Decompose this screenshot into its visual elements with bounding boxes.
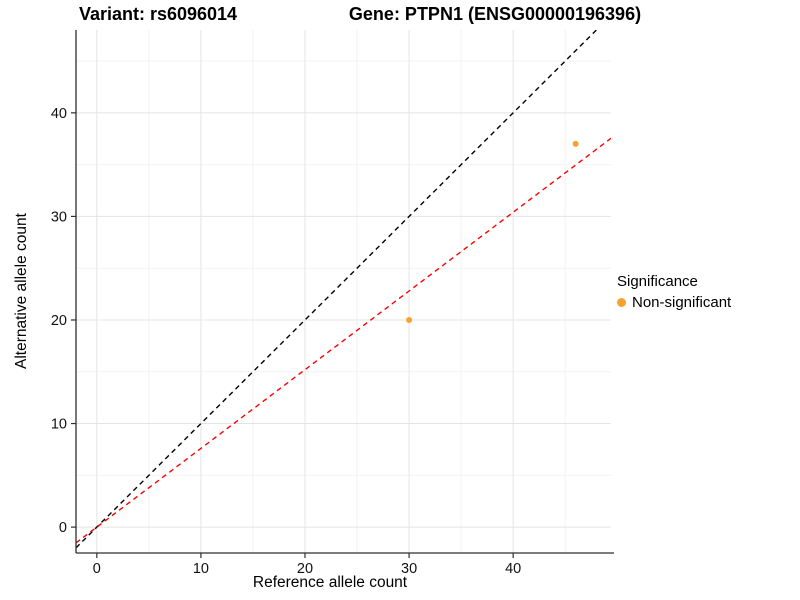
x-axis-label: Reference allele count xyxy=(252,574,408,591)
legend-item-non-significant: Non-significant xyxy=(617,294,731,311)
legend-point-icon xyxy=(617,298,626,307)
y-axis-label: Alternative allele count xyxy=(13,213,30,369)
data-point xyxy=(406,316,413,323)
x-tick-label: 20 xyxy=(297,561,313,577)
x-tick-label: 0 xyxy=(93,561,101,577)
legend-title: Significance xyxy=(617,273,698,290)
x-tick-label: 10 xyxy=(193,561,209,577)
legend-item-label: Non-significant xyxy=(632,294,732,311)
legend: Significance Non-significant xyxy=(617,273,731,311)
data-point xyxy=(572,140,579,147)
y-tick-label: 0 xyxy=(59,520,67,536)
y-tick-label: 40 xyxy=(51,106,67,122)
y-tick-label: 20 xyxy=(51,313,67,329)
allelic-ratio-line xyxy=(76,137,611,544)
plot-title-variant: Variant: rs6096014 xyxy=(78,4,238,24)
y-tick-label: 10 xyxy=(51,417,67,433)
x-tick-label: 40 xyxy=(505,561,521,577)
x-tick-label: 30 xyxy=(401,561,417,577)
y-tick-label: 30 xyxy=(51,209,67,225)
plot-title-gene: Gene: PTPN1 (ENSG00000196396) xyxy=(348,4,642,24)
identity-line xyxy=(76,30,598,549)
